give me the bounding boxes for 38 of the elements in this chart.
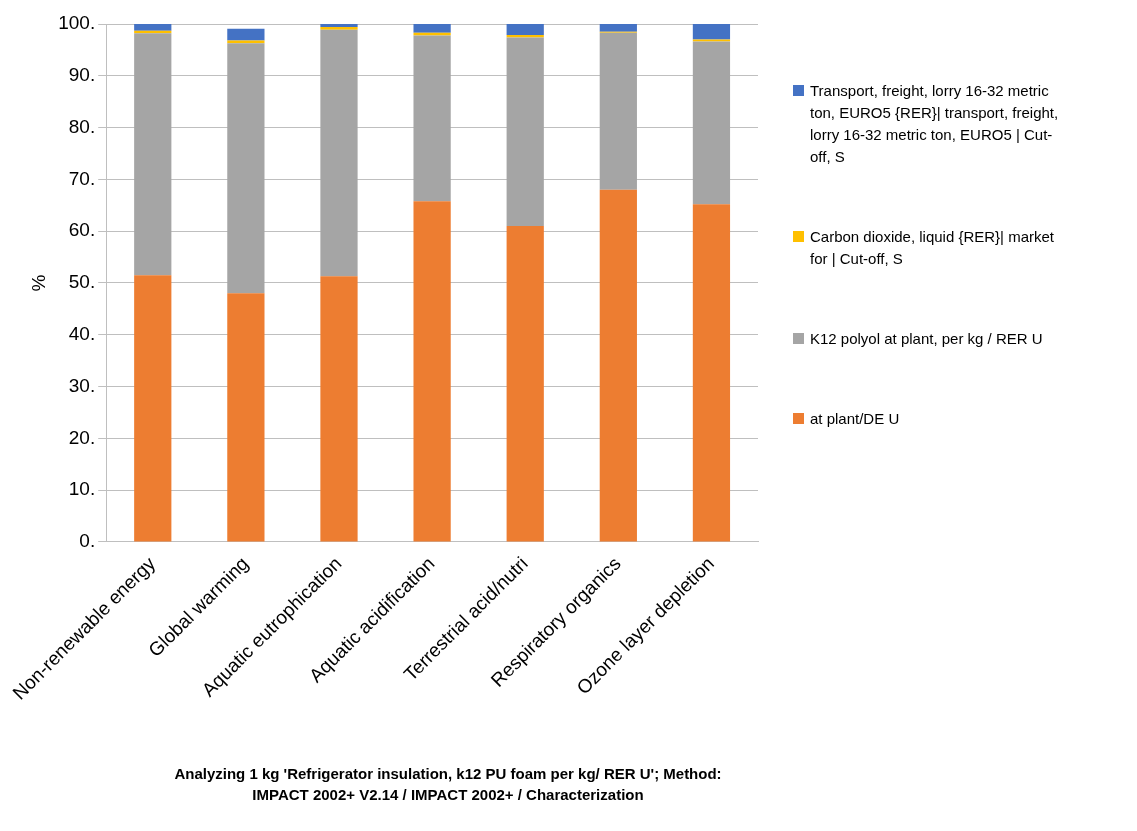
y-tick-label: 30. bbox=[68, 374, 96, 396]
bar bbox=[506, 24, 544, 35]
bar bbox=[413, 35, 451, 202]
bar bbox=[320, 29, 358, 277]
y-tick-label: 20. bbox=[68, 426, 96, 448]
legend-label: at plant/DE U bbox=[810, 409, 900, 429]
bar bbox=[599, 24, 637, 32]
bar bbox=[692, 24, 731, 40]
bar bbox=[413, 24, 451, 33]
y-tick-label: 100. bbox=[58, 12, 96, 34]
bar bbox=[134, 275, 172, 542]
bar bbox=[227, 293, 265, 542]
y-tick-label: 0. bbox=[79, 530, 96, 552]
legend-label: K12 polyol at plant, per kg / RER U bbox=[810, 329, 1043, 349]
y-tick-label: 60. bbox=[68, 219, 96, 241]
bar bbox=[413, 201, 451, 542]
bar bbox=[227, 43, 265, 294]
bar bbox=[134, 33, 172, 276]
bar bbox=[599, 189, 637, 542]
bar bbox=[227, 28, 265, 41]
bar bbox=[692, 39, 731, 42]
bar bbox=[692, 41, 731, 205]
legend-label: Carbon dioxide, liquid {RER}| market for | Cut-off, S bbox=[810, 227, 1056, 269]
y-axis-title: % bbox=[28, 274, 50, 292]
y-tick-label: 80. bbox=[68, 115, 96, 137]
bar bbox=[599, 32, 637, 190]
bar bbox=[506, 226, 544, 542]
y-tick-label: 40. bbox=[68, 323, 96, 345]
bar bbox=[320, 276, 358, 542]
legend-label: Transport, freight, lorry 16-32 metric ton, EURO5 {RER}| transport, freight, lorry 16-32 metric ton, EURO5 | Cut-off, S bbox=[810, 81, 1060, 167]
x-axis-title: Analyzing 1 kg 'Refrigerator insulation, k12 PU foam per kg/ RER U'; Method: IMPACT 2002+ V2.14 / IMPACT 2002+ / Characterization bbox=[173, 764, 723, 805]
y-tick-label: 70. bbox=[68, 167, 96, 189]
bar bbox=[506, 37, 544, 226]
bar bbox=[692, 204, 731, 542]
y-tick-label: 10. bbox=[68, 478, 96, 500]
bar bbox=[134, 24, 172, 31]
y-tick-label: 90. bbox=[68, 64, 96, 86]
y-tick-label: 50. bbox=[68, 271, 96, 293]
